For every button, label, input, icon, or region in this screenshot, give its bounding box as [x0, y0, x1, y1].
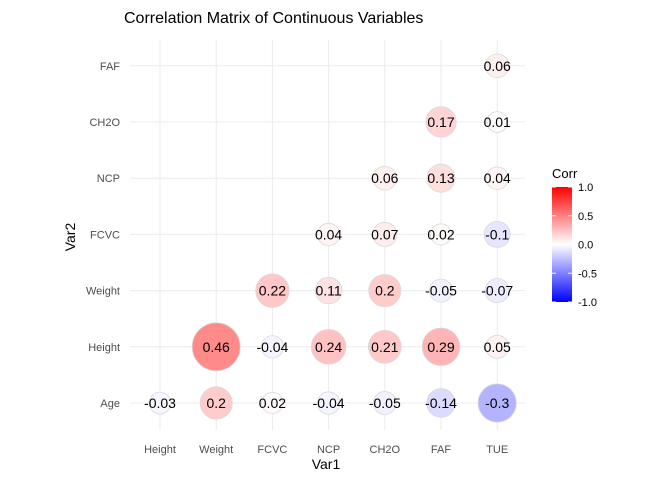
legend-tick-label: 0.0 [578, 240, 593, 252]
legend-colorbar [552, 187, 572, 302]
cell-marker [316, 222, 341, 246]
cell-marker [148, 391, 172, 415]
cell-label: 0.24 [315, 339, 342, 355]
x-axis-title: Var1 [312, 456, 341, 472]
cell-label: -0.14 [425, 395, 457, 411]
cell-label: -0.3 [485, 395, 509, 411]
x-tick-label: TUE [486, 444, 508, 456]
cell-marker [429, 278, 453, 303]
cell-label: 0.2 [375, 283, 395, 299]
cell-marker [477, 383, 517, 423]
legend-tick-label: 0.5 [578, 211, 593, 223]
x-tick-label: CH2O [370, 444, 401, 456]
cell-label: -0.1 [485, 226, 509, 242]
cell-label: -0.04 [256, 339, 288, 355]
cell-label: 0.22 [259, 283, 286, 299]
cell-label: -0.03 [144, 395, 176, 411]
y-tick-label: Weight [86, 286, 120, 298]
cell-marker [372, 221, 398, 247]
cells: -0.03 0.2 0.02 -0.04 -0.05 -0.14 -0.3 0.46 -0.04… [144, 53, 517, 423]
cell-label: 0.05 [484, 339, 511, 355]
cell-label: -0.04 [313, 395, 345, 411]
y-axis-title: Var2 [62, 223, 78, 252]
cell-marker [316, 391, 341, 415]
cell-marker [486, 111, 508, 133]
cell-marker [485, 334, 510, 359]
y-tick-label: FCVC [90, 229, 120, 241]
x-tick-labels: Height Weight FCVC NCP CH2O FAF TUE [144, 444, 508, 456]
cell-marker [426, 388, 456, 418]
y-tick-labels: Age Height Weight FCVC NCP CH2O FAF [86, 61, 120, 410]
x-tick-label: NCP [317, 444, 340, 456]
x-tick-label: FAF [431, 444, 451, 456]
legend-tick-label: -0.5 [578, 268, 597, 280]
x-tick-label: Height [144, 444, 176, 456]
cell-marker [485, 53, 510, 79]
cell-label: 0.13 [427, 170, 454, 186]
y-tick-label: Age [100, 398, 120, 410]
cell-marker [261, 391, 284, 414]
y-tick-label: CH2O [89, 117, 120, 129]
cell-marker [485, 166, 509, 190]
legend-tick-label: 1.0 [578, 182, 593, 194]
cell-label: 0.29 [427, 339, 454, 355]
cell-marker [429, 223, 452, 246]
cell-label: 0.02 [259, 395, 286, 411]
cell-marker [260, 335, 284, 359]
cell-marker [421, 327, 461, 366]
legend: Corr 1.0 0.5 0.0 -0.5 -1.0 [552, 166, 597, 309]
cell-label: 0.02 [427, 226, 454, 242]
cell-marker [483, 220, 511, 248]
cell-label: 0.11 [315, 283, 341, 299]
cell-marker [314, 276, 343, 305]
cell-marker [484, 278, 510, 304]
y-tick-label: NCP [97, 173, 120, 185]
cell-label: -0.05 [425, 283, 457, 299]
x-tick-label: FCVC [257, 444, 287, 456]
legend-tick-label: -1.0 [578, 297, 597, 309]
cell-label: 0.07 [371, 226, 398, 242]
y-tick-label: Height [88, 342, 120, 354]
cell-label: 0.21 [371, 339, 398, 355]
cell-label: 0.46 [203, 339, 230, 355]
cell-label: 0.06 [371, 170, 398, 186]
cell-label: -0.05 [369, 395, 401, 411]
cell-label: -0.07 [481, 283, 513, 299]
cell-marker [425, 106, 457, 138]
cell-marker [255, 273, 290, 308]
cell-marker [367, 329, 402, 364]
cell-marker [310, 329, 347, 365]
cell-marker [199, 386, 233, 420]
cell-marker [368, 274, 402, 308]
cell-marker [372, 165, 398, 191]
y-tick-label: FAF [100, 61, 120, 73]
cell-label: 0.04 [484, 170, 511, 186]
cell-label: 0.2 [206, 395, 226, 411]
cell-label: 0.04 [315, 226, 342, 242]
x-tick-label: Weight [199, 444, 233, 456]
cell-marker [372, 391, 397, 415]
cell-label: 0.17 [427, 114, 454, 130]
chart-title: Correlation Matrix of Continuous Variabl… [124, 10, 423, 27]
legend-ticks: 1.0 0.5 0.0 -0.5 -1.0 [552, 182, 597, 309]
cell-marker [191, 322, 241, 372]
legend-title: Corr [552, 166, 578, 181]
cell-label: 0.06 [484, 58, 511, 74]
cell-marker [426, 163, 456, 193]
cell-label: 0.01 [484, 114, 511, 130]
